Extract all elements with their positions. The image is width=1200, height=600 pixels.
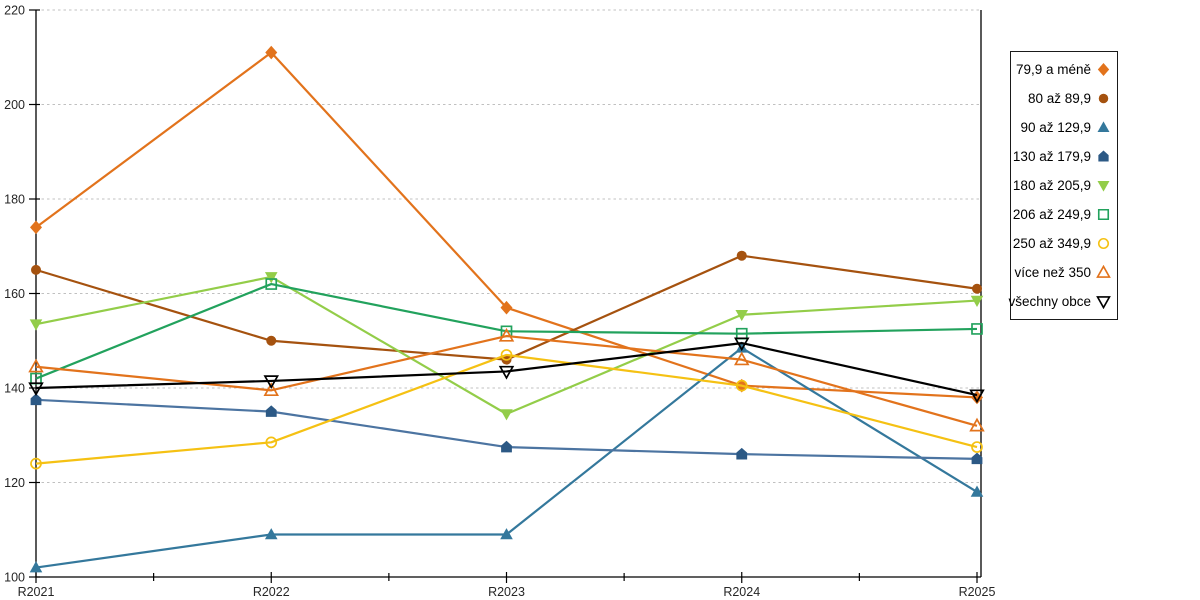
triangle-down-marker-icon [264,272,278,284]
open-square-marker-icon [971,323,983,335]
triangle-down-marker-icon [970,295,984,307]
legend-item: více než 350 [1014,265,1111,280]
open-triangle-up-marker-icon [28,358,44,373]
pentagon-marker-icon [265,405,277,417]
circle-marker-icon [1098,93,1109,104]
open-triangle-up-marker-icon [498,327,515,342]
open-triangle-down-marker-icon [263,375,280,390]
x-tick-label: R2023 [488,585,525,599]
triangle-down-marker-icon [1097,180,1110,192]
legend-label: 79,9 a méně [1015,62,1091,77]
x-tick-label: R2025 [959,585,996,599]
open-triangle-down-marker-icon [733,337,750,352]
open-circle-marker-icon [265,436,278,449]
circle-marker-icon [1098,93,1109,104]
triangle-up-marker-icon [29,561,43,573]
y-tick-label: 100 [4,571,25,585]
legend-label: 90 až 129,9 [1020,120,1091,135]
open-square-marker-icon [265,278,278,290]
legend-label: 250 až 349,9 [1012,236,1091,251]
y-tick-label: 220 [4,4,25,18]
open-square-marker-icon [1097,208,1110,221]
x-tick-label: R2021 [18,585,55,599]
triangle-up-marker-icon [1097,121,1110,133]
pentagon-marker-icon [1098,150,1109,162]
open-triangle-up-marker-icon [969,417,985,432]
triangle-down-marker-icon [735,309,749,322]
legend-label: 80 až 89,9 [1027,91,1091,106]
series-2 [29,341,984,573]
series-line [35,342,978,397]
y-tick-label: 200 [4,98,25,112]
series-line [35,353,978,465]
diamond-marker-icon [265,45,278,60]
legend-item: 250 až 349,9 [1012,236,1111,251]
triangle-up-marker-icon [735,341,749,353]
legend-item: 206 až 249,9 [1012,207,1111,222]
y-tick-label: 160 [4,287,25,301]
y-tick-label: 120 [4,476,25,490]
triangle-up-marker-icon [1097,121,1110,133]
triangle-down-marker-icon [29,319,43,331]
chart-legend: 79,9 a méně 80 až 89,9 90 až 129,9 130 a… [1008,51,1118,320]
diamond-marker-icon [971,390,983,405]
triangle-down-marker-icon [1097,180,1110,192]
y-tick-label: 140 [4,382,25,396]
pentagon-marker-icon [736,447,748,460]
x-tick-label: R2024 [723,585,760,599]
diamond-marker-icon [1097,63,1110,76]
diamond-marker-icon [500,300,513,315]
series-3 [30,393,983,465]
open-triangle-up-marker-icon [263,382,280,397]
series-line [35,275,978,416]
circle-marker-icon [266,335,277,346]
legend-label: 206 až 249,9 [1012,207,1091,222]
pentagon-marker-icon [30,393,42,406]
diamond-marker-icon [1097,63,1110,76]
open-triangle-down-marker-icon [1096,296,1111,309]
diamond-marker-icon [30,220,42,235]
open-triangle-up-marker-icon [1096,265,1111,278]
triangle-up-marker-icon [264,528,278,540]
legend-item: 180 až 205,9 [1012,178,1111,193]
legend-item: 90 až 129,9 [1015,120,1111,135]
open-circle-marker-icon [500,349,513,361]
legend-label: 180 až 205,9 [1012,178,1091,193]
open-circle-marker-icon [971,441,983,453]
pentagon-marker-icon [501,440,512,453]
open-triangle-down-marker-icon [969,389,985,404]
series-6 [30,349,983,470]
x-tick-label: R2022 [253,585,290,599]
open-circle-marker-icon [1097,237,1110,250]
series-4 [29,272,984,421]
open-triangle-down-marker-icon [1096,296,1111,309]
pentagon-marker-icon [971,452,983,465]
circle-marker-icon [736,250,747,261]
pentagon-marker-icon [1098,150,1109,162]
triangle-up-marker-icon [970,485,984,497]
open-circle-marker-icon [30,457,42,470]
y-tick-label: 180 [4,193,25,207]
circle-marker-icon [972,283,982,294]
open-circle-marker-icon [1097,237,1110,250]
legend-item: 130 až 179,9 [1012,149,1111,164]
legend-label: všechny obce [1008,294,1091,309]
triangle-up-marker-icon [500,528,513,540]
open-circle-marker-icon [735,379,748,392]
circle-marker-icon [31,264,41,275]
legend-label: více než 350 [1014,265,1091,280]
legend-item: 80 až 89,9 [1015,91,1111,106]
legend-item: 79,9 a méně [1015,62,1111,77]
open-square-marker-icon [1097,208,1110,221]
legend-label: 130 až 179,9 [1012,149,1091,164]
triangle-down-marker-icon [500,409,513,421]
open-triangle-down-marker-icon [498,365,515,380]
legend-item: všechny obce [1008,294,1111,309]
open-triangle-down-marker-icon [28,382,44,397]
open-triangle-up-marker-icon [1096,265,1111,278]
series-8 [28,337,985,404]
open-triangle-up-marker-icon [733,351,750,366]
